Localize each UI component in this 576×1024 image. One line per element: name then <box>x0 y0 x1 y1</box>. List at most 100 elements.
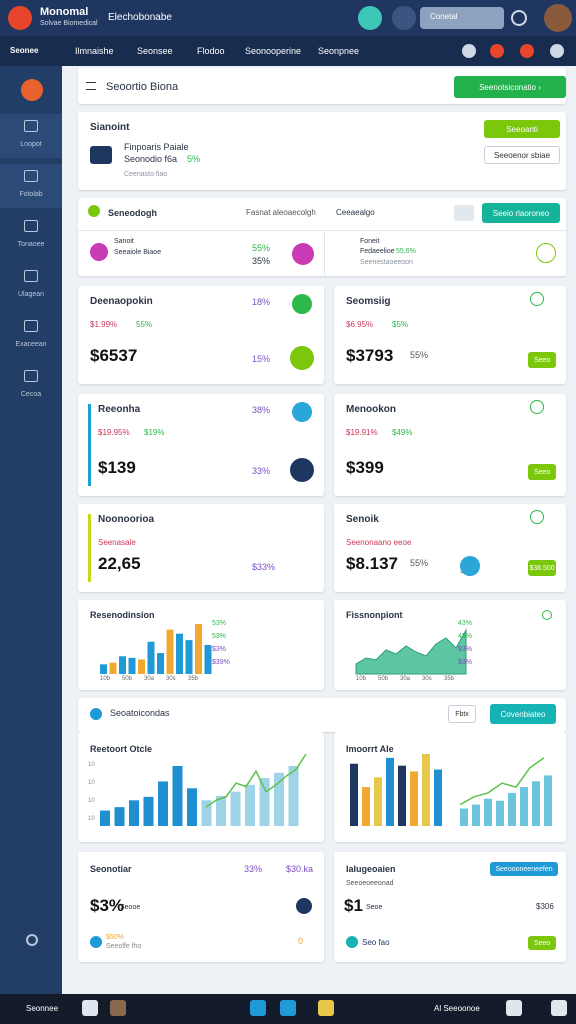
taskbar-icon[interactable] <box>280 1000 296 1016</box>
x-tick-label: 50b <box>378 676 389 682</box>
header-button[interactable]: Seenotsiconatio › <box>454 76 566 98</box>
bar <box>114 807 125 826</box>
taskbar-icon[interactable] <box>110 1000 126 1016</box>
chart-title: Resenodinsion <box>90 610 155 620</box>
y-tick-label: 10 <box>88 780 95 786</box>
filter-label: Ceeaealgo <box>336 208 375 217</box>
workspace[interactable]: Elechobonabe <box>108 12 172 23</box>
search-box[interactable] <box>420 7 504 29</box>
card-value-sub: Seoe <box>366 904 383 911</box>
chart <box>100 624 212 674</box>
app-logo <box>8 6 32 30</box>
bottom-card <box>78 852 324 962</box>
sidebar-item[interactable]: Tonaoee <box>17 241 45 248</box>
entity-badge <box>536 243 556 263</box>
chart-label: 43% <box>458 633 473 640</box>
area <box>355 628 467 675</box>
bar <box>288 766 299 826</box>
filter-title: Seneodogh <box>108 208 157 218</box>
nav-brand: Seonee <box>10 46 39 55</box>
bar <box>230 791 241 826</box>
sidebar-item[interactable]: Cecoa <box>20 391 42 398</box>
taskbar-icon[interactable] <box>506 1000 522 1016</box>
sidebar-item[interactable]: Fotolab <box>19 191 43 198</box>
entity-value: 55% <box>252 243 271 253</box>
sidebar-logo <box>21 79 43 101</box>
card-icon <box>530 292 544 306</box>
primary-button[interactable]: Seeoanti <box>484 120 560 138</box>
nav-icon <box>462 44 476 58</box>
taskbar-icon[interactable] <box>318 1000 334 1016</box>
bar <box>245 784 255 826</box>
summary-foot: Ceenasto fiao <box>124 171 168 178</box>
nav-tab[interactable]: Seonsee <box>137 46 173 56</box>
trend-line <box>459 757 545 806</box>
bar <box>496 800 504 826</box>
filter-toggle[interactable] <box>454 205 474 221</box>
bar <box>176 633 183 674</box>
card-sub: $6.95% <box>346 320 374 329</box>
x-tick-label: 50b <box>122 676 133 682</box>
chart-label: 53% <box>212 620 227 627</box>
nav-tab[interactable]: Seonooperine <box>245 46 302 56</box>
card-pct: 33% <box>252 466 271 476</box>
sidebar-item[interactable]: Ulagean <box>17 291 45 298</box>
nav-tab[interactable]: Flodoo <box>197 46 225 56</box>
card-badge[interactable]: Seeo <box>528 352 556 368</box>
taskbar-icon[interactable] <box>250 1000 266 1016</box>
overview-filter[interactable]: Fbtx <box>448 705 476 723</box>
secondary-button[interactable]: Seeoenor sbiae <box>484 146 560 164</box>
card-title: Seonotiar <box>90 864 132 874</box>
overview-button[interactable]: Covenbiateo <box>490 704 556 724</box>
card-badge[interactable]: $38.500 <box>528 560 556 576</box>
chart <box>355 628 467 675</box>
x-tick-label: 35b <box>444 676 455 682</box>
chart-label: 43% <box>458 620 473 627</box>
card-pct: 38% <box>252 405 271 415</box>
card-sub-pct: $49% <box>392 428 413 437</box>
taskbar-icon[interactable] <box>551 1000 567 1016</box>
card-value: $1 <box>344 896 363 915</box>
card-pct: $33% <box>252 562 276 572</box>
bar <box>410 771 418 826</box>
overview-title: Seoatoicondas <box>110 708 170 718</box>
card-sub: $19.91% <box>346 428 378 437</box>
stat-card <box>78 394 324 496</box>
sidebar-item[interactable]: Exaceean <box>15 341 47 348</box>
taskbar-icon[interactable] <box>82 1000 98 1016</box>
bar <box>398 765 406 826</box>
app-name: Monomal <box>40 6 89 18</box>
search-text[interactable]: Conetal <box>430 12 458 21</box>
card-accent <box>88 514 91 582</box>
nav-tab[interactable]: Seonpnee <box>318 46 360 56</box>
summary-icon <box>90 146 112 164</box>
bar <box>374 777 382 826</box>
card-sub-pct: $19% <box>144 428 165 437</box>
entity-badge <box>292 243 314 265</box>
chart-title: Fissnonpiont <box>346 610 403 620</box>
sidebar-item[interactable]: Lnopot <box>20 141 42 148</box>
card-button[interactable]: Seeo <box>528 936 556 950</box>
card-badge[interactable]: Seeo <box>528 464 556 480</box>
sidebar-active <box>0 164 62 208</box>
card-title: Noonoorioa <box>98 514 155 525</box>
bar <box>532 781 540 826</box>
card-title: Reeonha <box>98 404 141 415</box>
bar <box>201 800 212 826</box>
card-tag[interactable]: Seeoooneeneefen <box>490 862 558 876</box>
card-icon <box>290 458 314 482</box>
entity-name: Sanoit <box>114 238 134 245</box>
card-icon <box>292 294 312 314</box>
nav-tab[interactable]: Ilmnaishe <box>75 46 114 56</box>
nav-bar <box>0 36 576 66</box>
card-sub: $1.99% <box>90 320 118 329</box>
stat-card <box>334 286 566 384</box>
card-value-sub: Seooe <box>120 904 141 911</box>
card-icon <box>460 556 480 576</box>
filter-button[interactable]: Seeio rlaoroneo <box>482 203 560 223</box>
card-title: Menookon <box>346 404 396 415</box>
card-accent <box>88 404 91 486</box>
card-foot: Seeolfe fho <box>106 943 142 950</box>
card-sub: Seeoeoeeonad <box>346 880 394 887</box>
bar <box>185 640 193 674</box>
